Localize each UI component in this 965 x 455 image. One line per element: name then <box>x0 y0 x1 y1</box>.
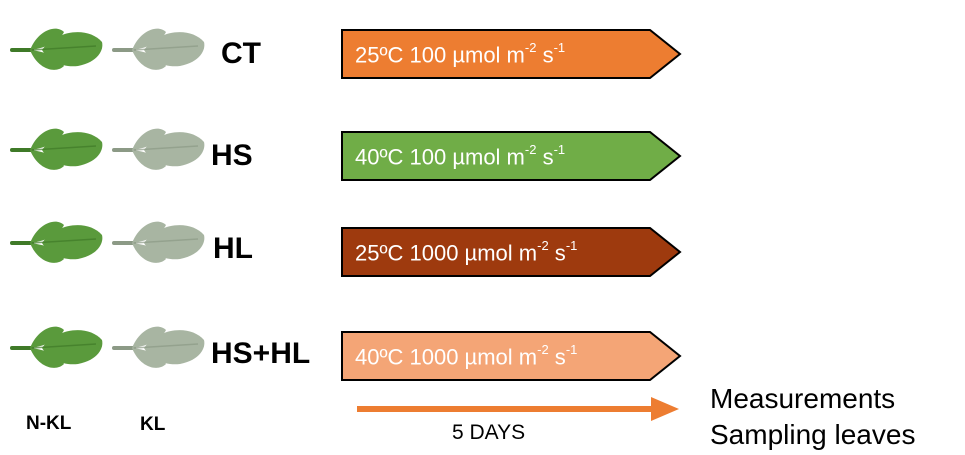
leaf-nkl-icon <box>8 318 108 379</box>
outcome-sampling-leaves: Sampling leaves <box>710 419 916 450</box>
leaf-kl-icon <box>110 318 210 379</box>
column-label-nkl: N-KL <box>26 413 72 434</box>
condition-label-hshl: HS+HL <box>211 337 311 370</box>
outcomes: Measurements Sampling leaves <box>710 381 915 453</box>
outcome-measurements: Measurements <box>710 383 896 414</box>
leaf-kl-icon <box>110 213 210 274</box>
leaf-nkl-icon <box>8 213 108 274</box>
timeline-arrow <box>357 397 679 421</box>
leaf-nkl-icon <box>8 120 108 181</box>
leaf-kl-icon <box>110 20 210 81</box>
condition-arrow <box>341 227 682 277</box>
condition-arrow <box>341 29 682 79</box>
condition-arrow-text: 40ºC 1000 µmol m-2 s-1 <box>355 342 578 370</box>
condition-arrow <box>341 131 682 181</box>
column-label-kl: KL <box>140 414 166 435</box>
condition-arrow-text: 40ºC 100 µmol m-2 s-1 <box>355 142 566 170</box>
condition-arrow-text: 25ºC 100 µmol m-2 s-1 <box>355 40 566 68</box>
condition-arrow <box>341 331 682 381</box>
timeline-label: 5 DAYS <box>452 421 526 444</box>
condition-label-hl: HL <box>213 232 253 265</box>
leaf-kl-icon <box>110 120 210 181</box>
condition-arrow-text: 25ºC 1000 µmol m-2 s-1 <box>355 238 578 266</box>
condition-label-ct: CT <box>221 37 261 70</box>
leaf-nkl-icon <box>8 20 108 81</box>
condition-label-hs: HS <box>211 139 253 172</box>
